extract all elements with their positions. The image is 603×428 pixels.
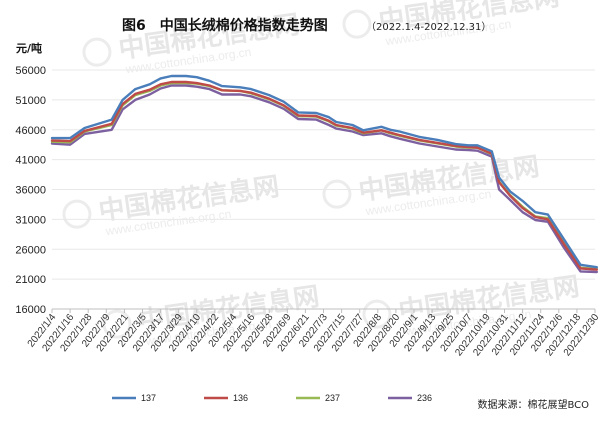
chart-title: 图6 中国长绒棉价格指数走势图 xyxy=(122,17,328,34)
y-tick-label: 51000 xyxy=(15,95,46,107)
y-tick-label: 36000 xyxy=(15,185,46,197)
series-line-136 xyxy=(50,80,598,271)
series-layer xyxy=(50,74,598,274)
y-tick-label: 16000 xyxy=(15,304,46,316)
series-line-137 xyxy=(50,74,598,269)
series-line-236 xyxy=(50,84,598,274)
y-tick-label: 41000 xyxy=(15,155,46,167)
y-axis-unit: 元/吨 xyxy=(16,41,42,55)
legend-label-136: 136 xyxy=(233,393,248,403)
chart-subtitle: （2022.1.4-2022.12.31） xyxy=(366,21,491,33)
y-tick-label: 31000 xyxy=(15,214,46,226)
watermark-logo-icon xyxy=(62,199,92,229)
y-tick-label: 46000 xyxy=(15,125,46,137)
data-source: 数据来源：棉花展望BCO xyxy=(477,398,589,411)
legend-label-137: 137 xyxy=(141,393,156,403)
watermark-logo-icon xyxy=(362,299,392,329)
legend-label-236: 236 xyxy=(417,393,432,403)
watermark-logo-icon xyxy=(342,9,372,39)
watermark-logo-icon xyxy=(82,37,112,67)
y-tick-label: 21000 xyxy=(15,274,46,286)
legend: 137 136 237 236 xyxy=(112,393,432,403)
legend-label-237: 237 xyxy=(325,393,340,403)
watermark-logo-icon xyxy=(102,309,132,339)
y-tick-label: 26000 xyxy=(15,244,46,256)
y-tick-label: 56000 xyxy=(15,65,46,77)
watermark-logo-icon xyxy=(322,179,352,209)
